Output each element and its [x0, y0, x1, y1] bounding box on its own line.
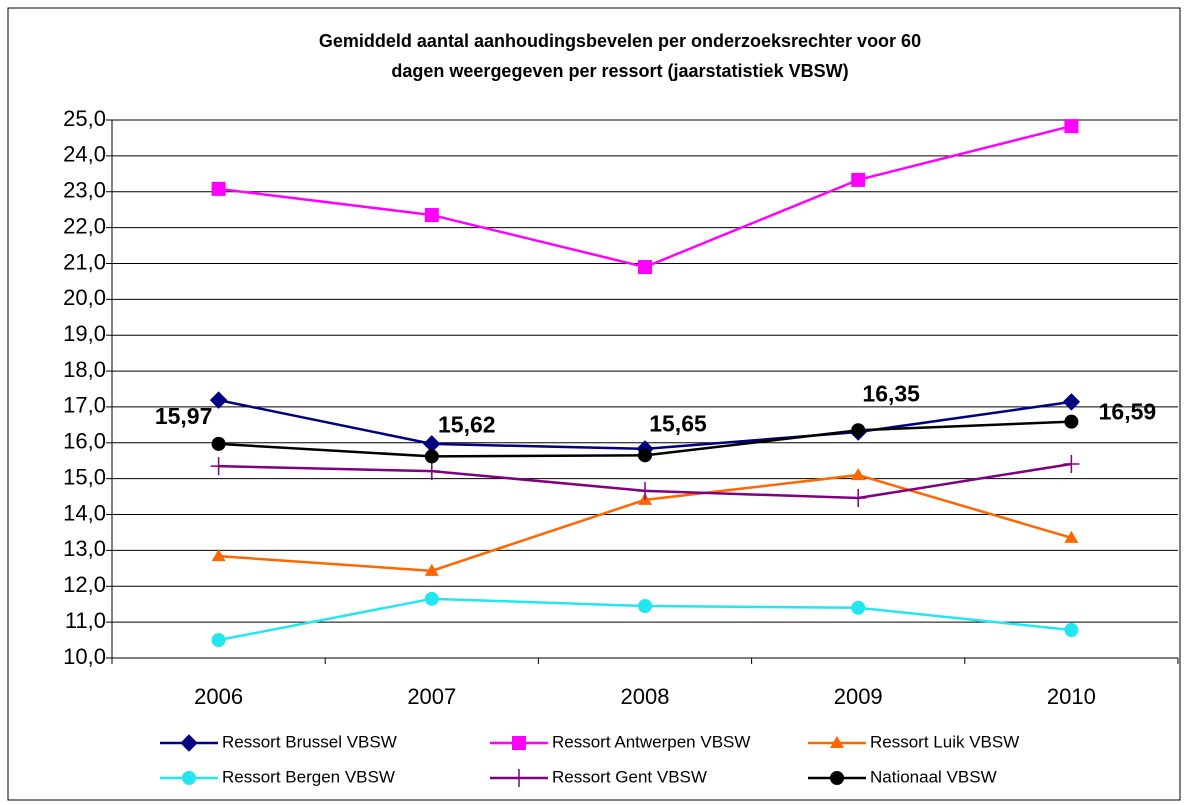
data-point: [210, 457, 227, 476]
data-label: 16,59: [1099, 399, 1157, 425]
chart-border: [7, 7, 1181, 801]
data-point: [209, 391, 228, 409]
legend-marker: [512, 736, 526, 750]
legend-label: Ressort Luik VBSW: [870, 732, 1019, 751]
legend-marker: [830, 736, 844, 748]
data-label: 15,65: [649, 410, 707, 436]
legend-label: Ressort Antwerpen VBSW: [552, 732, 750, 751]
data-label: 15,97: [155, 403, 213, 429]
legend-marker: [830, 771, 844, 785]
y-tick-label: 11,0: [65, 608, 106, 633]
data-point: [1064, 414, 1079, 429]
x-tick-label: 2009: [834, 684, 883, 709]
data-point: [211, 436, 226, 451]
data-point: [1063, 454, 1080, 473]
y-tick-label: 19,0: [63, 321, 106, 346]
y-tick-label: 25,0: [63, 106, 106, 131]
data-point: [211, 633, 226, 648]
y-tick-label: 18,0: [63, 357, 106, 382]
data-point: [1064, 623, 1079, 638]
legend-label: Nationaal VBSW: [870, 767, 997, 786]
data-point: [424, 449, 439, 464]
x-tick-label: 2006: [194, 684, 243, 709]
y-tick-label: 10,0: [63, 644, 106, 669]
x-tick-label: 2008: [621, 684, 670, 709]
y-tick-label: 20,0: [63, 285, 106, 310]
legend-label: Ressort Bergen VBSW: [222, 767, 395, 786]
data-point: [638, 598, 652, 613]
y-tick-label: 14,0: [63, 500, 106, 525]
data-point: [424, 591, 439, 606]
y-tick-label: 12,0: [63, 572, 106, 597]
data-point: [424, 208, 439, 223]
data-point: [851, 600, 866, 615]
data-point: [850, 489, 867, 508]
legend-marker: [180, 734, 198, 752]
data-point: [424, 563, 439, 576]
y-tick-label: 24,0: [63, 142, 106, 167]
y-tick-label: 17,0: [63, 393, 106, 418]
y-tick-label: 21,0: [63, 249, 106, 274]
legend-marker: [182, 771, 196, 785]
legend-label: Ressort Gent VBSW: [552, 767, 707, 786]
data-point: [638, 448, 652, 463]
data-point: [1064, 530, 1079, 543]
data-point: [851, 172, 866, 187]
data-point: [851, 468, 866, 481]
y-tick-label: 13,0: [63, 536, 106, 561]
data-point: [851, 423, 866, 438]
y-tick-label: 16,0: [63, 429, 106, 454]
x-tick-label: 2007: [407, 684, 456, 709]
data-point: [211, 181, 226, 196]
x-tick-label: 2010: [1047, 684, 1096, 709]
chart-title: Gemiddeld aantal aanhoudingsbevelen per …: [319, 31, 921, 51]
data-point: [1062, 393, 1081, 411]
data-point: [1064, 119, 1079, 134]
data-label: 15,62: [438, 412, 496, 438]
data-point: [638, 260, 652, 275]
y-tick-label: 23,0: [63, 178, 106, 203]
data-point: [211, 549, 226, 562]
chart-title: dagen weergegeven per ressort (jaarstati…: [391, 61, 848, 81]
data-label: 16,35: [862, 380, 920, 406]
legend-label: Ressort Brussel VBSW: [222, 732, 397, 751]
legend-marker: [511, 769, 527, 787]
y-tick-label: 22,0: [63, 213, 106, 238]
y-tick-label: 15,0: [63, 464, 106, 489]
data-point: [423, 462, 440, 481]
data-point: [637, 481, 653, 500]
